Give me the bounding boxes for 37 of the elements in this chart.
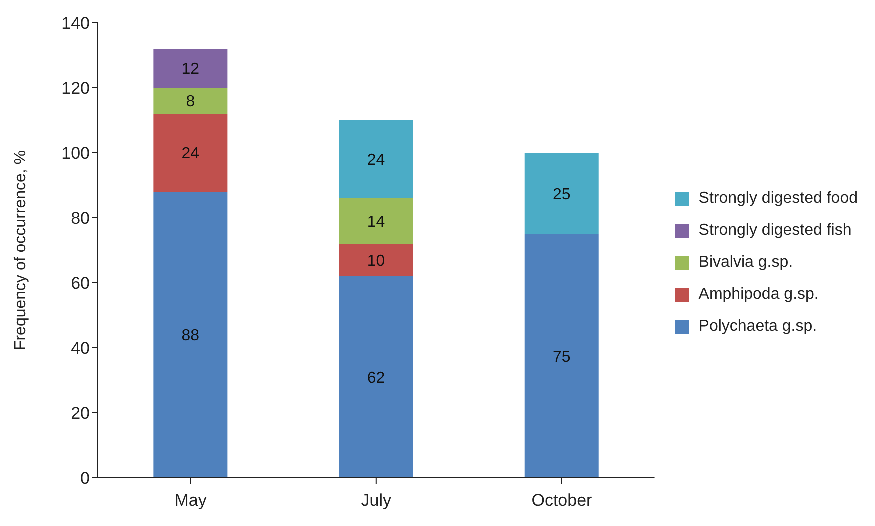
bar [154,49,228,88]
legend-label: Bivalvia g.sp. [698,254,794,272]
bar [339,198,414,244]
legend-label: Amphipoda g.sp. [698,286,819,304]
data-label: 10 [367,252,386,270]
data-label: 62 [367,370,386,387]
data-label: 12 [182,61,200,78]
legend-label: Strongly digested food [698,190,858,208]
data-label: 88 [182,328,200,345]
y-tick-label: 80 [71,209,90,228]
y-tick-label: 100 [62,144,90,164]
bar [524,153,599,234]
legend-label: Strongly digested fish [698,222,852,240]
y-tick-label: 140 [62,14,90,34]
bar [339,244,414,276]
bar [339,276,414,478]
bar [339,120,414,198]
data-label: 14 [367,214,386,231]
bar [154,114,228,192]
x-tick-label: May [174,491,208,510]
data-label: 75 [552,348,571,366]
x-tick-label: October [532,491,593,510]
y-tick-label: 40 [71,339,90,358]
bar [154,88,228,114]
data-label: 8 [186,94,196,111]
legend-label: Polychaeta g.sp. [698,318,818,336]
y-tick-label: 120 [62,79,90,98]
data-label: 24 [367,152,386,170]
bar [524,234,599,478]
y-tick-label: 0 [80,469,90,488]
x-tick-label: July [361,491,392,510]
y-axis-title: Frequency of occurrence, % [12,150,30,351]
y-tick-label: 60 [71,274,90,294]
y-tick-label: 20 [71,404,90,424]
data-label: 24 [182,146,200,163]
bar [154,192,228,478]
data-label: 25 [552,186,571,204]
